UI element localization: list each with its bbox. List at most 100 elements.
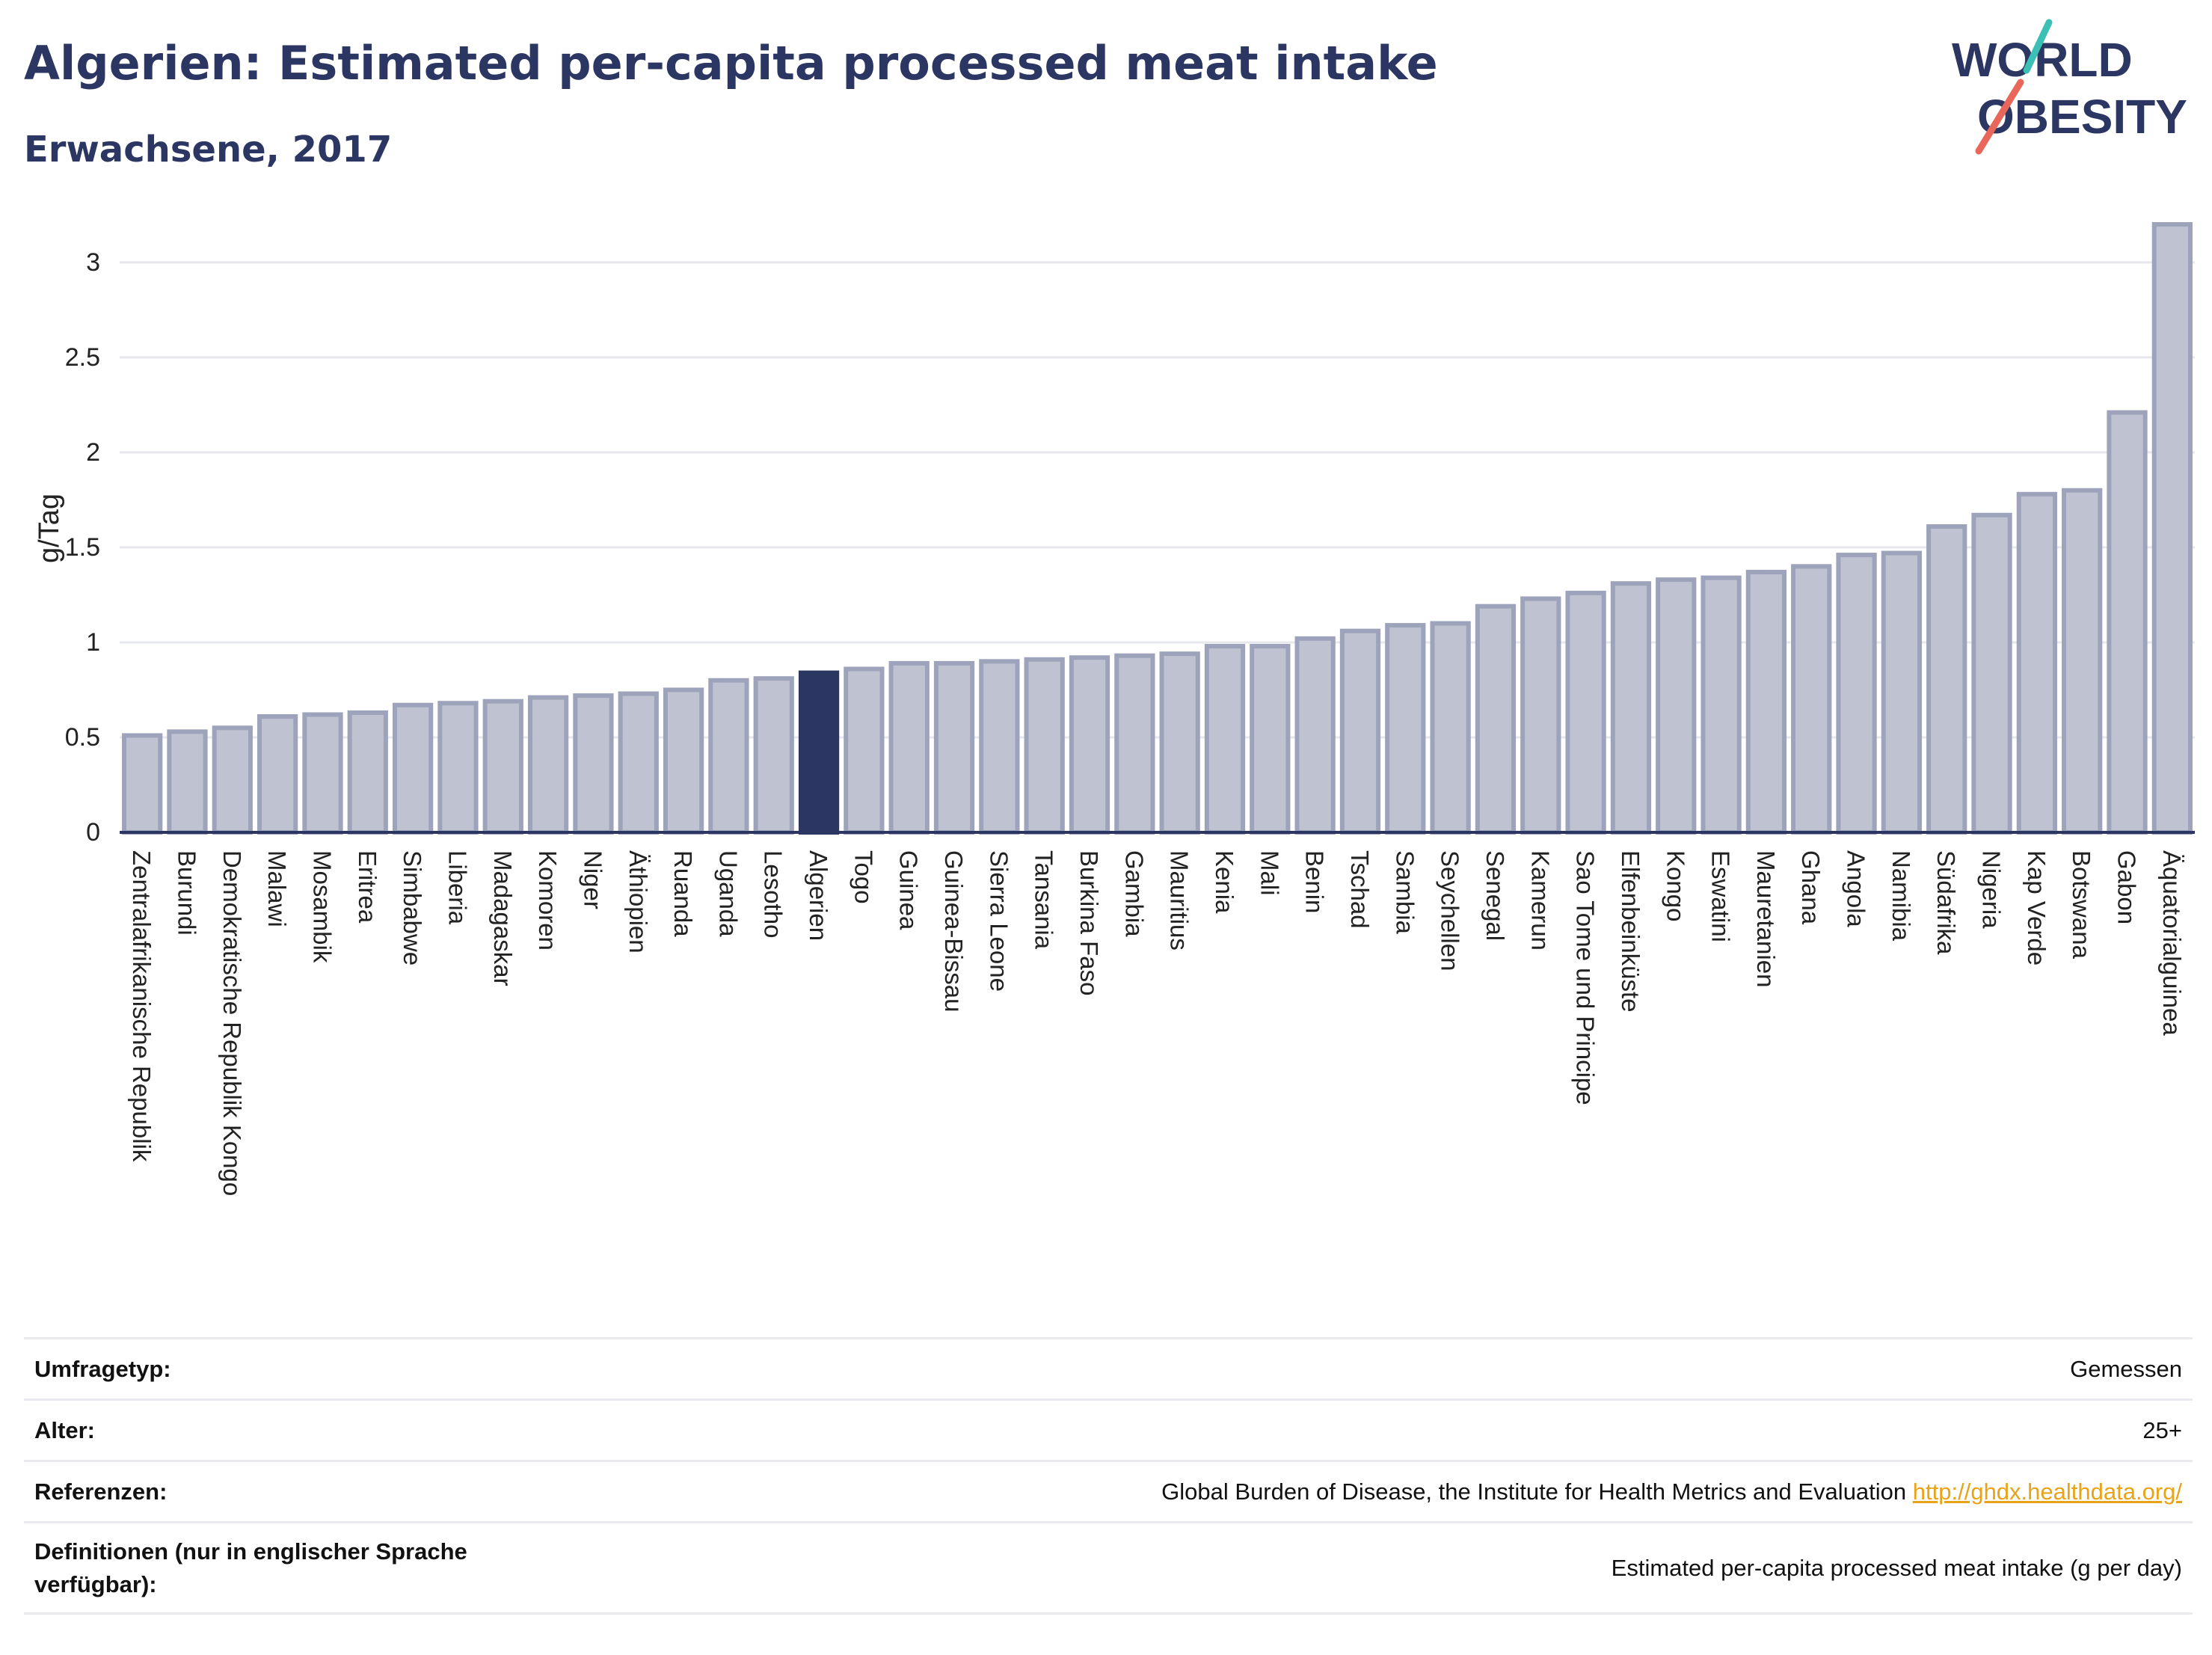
x-tick-label: Burkina Faso bbox=[1075, 850, 1103, 995]
y-tick-label: 1 bbox=[86, 628, 100, 657]
x-tick-label: Namibia bbox=[1887, 850, 1915, 942]
references-link[interactable]: http://ghdx.healthdata.org/ bbox=[1912, 1478, 2182, 1505]
x-tick-label: Komoren bbox=[534, 850, 562, 951]
x-tick-label: Elfenbeinküste bbox=[1617, 850, 1644, 1012]
references-value: Global Burden of Disease, the Institute … bbox=[1161, 1479, 2182, 1505]
bar bbox=[302, 712, 343, 835]
age-value: 25+ bbox=[2142, 1416, 2182, 1443]
x-tick-label: Togo bbox=[850, 850, 877, 904]
bar bbox=[1204, 644, 1246, 835]
bar bbox=[2062, 488, 2103, 835]
x-tick-label: Senegal bbox=[1481, 850, 1509, 941]
references-label: Referenzen: bbox=[34, 1478, 168, 1505]
x-tick-label: Tansania bbox=[1030, 850, 1058, 950]
logo-graphic: WORLD OBESITY bbox=[1952, 19, 2187, 155]
logo-slash-bottom bbox=[1975, 79, 2024, 155]
x-tick-label: Demokratische Republik Kongo bbox=[218, 850, 246, 1196]
world-obesity-logo[interactable]: WORLD OBESITY bbox=[1952, 19, 2199, 157]
bar bbox=[527, 695, 569, 835]
bar bbox=[2107, 410, 2148, 835]
x-tick-label: Äthiopien bbox=[624, 850, 652, 954]
bar bbox=[1114, 653, 1155, 835]
bar bbox=[167, 729, 208, 835]
bar bbox=[1069, 655, 1110, 835]
bar bbox=[1294, 636, 1336, 835]
bar bbox=[1971, 512, 2012, 835]
x-tick-label: Uganda bbox=[714, 850, 742, 937]
x-tick-label: Sao Tome und Principe bbox=[1572, 850, 1600, 1105]
y-tick-label: 3 bbox=[86, 248, 100, 277]
bar bbox=[1701, 575, 1742, 835]
x-tick-label: Algerien bbox=[805, 850, 832, 941]
x-tick-label: Ghana bbox=[1797, 850, 1825, 925]
y-tick-label: 2 bbox=[86, 438, 100, 467]
x-tick-label: Gambia bbox=[1120, 850, 1148, 937]
chart-subtitle: Erwachsene, 2017 bbox=[24, 129, 393, 171]
x-tick-label: Niger bbox=[579, 850, 606, 909]
bar bbox=[1745, 569, 1787, 835]
bar bbox=[347, 710, 388, 835]
bar bbox=[1250, 644, 1291, 835]
x-tick-label: Sierra Leone bbox=[985, 850, 1013, 992]
bar bbox=[1791, 564, 1832, 835]
x-tick-label: Kongo bbox=[1662, 850, 1689, 921]
references-text: Global Burden of Disease, the Institute … bbox=[1161, 1478, 1907, 1505]
x-tick-label: Kamerun bbox=[1526, 850, 1554, 951]
y-axis-title: g/Tag bbox=[34, 494, 65, 563]
x-tick-label: Sambia bbox=[1391, 850, 1419, 935]
info-table: Umfragetyp: Gemessen Alter: 25+ Referenz… bbox=[24, 1337, 2193, 1615]
logo-slash-top bbox=[2023, 19, 2053, 74]
bar bbox=[1656, 577, 1697, 835]
bar bbox=[122, 733, 163, 835]
x-tick-label: Mauritius bbox=[1166, 850, 1193, 951]
x-tick-label: Guinea-Bissau bbox=[940, 850, 968, 1012]
y-tick-label: 2.5 bbox=[65, 343, 100, 372]
bar bbox=[1881, 550, 1923, 835]
bar bbox=[1385, 623, 1426, 835]
bar bbox=[212, 725, 253, 835]
bar bbox=[392, 702, 434, 835]
definitions-value: Estimated per-capita processed meat inta… bbox=[1611, 1554, 2182, 1581]
bar bbox=[1430, 621, 1471, 835]
info-row-survey-type: Umfragetyp: Gemessen bbox=[24, 1339, 2193, 1401]
bar bbox=[437, 701, 479, 835]
x-tick-label: Eritrea bbox=[354, 850, 381, 924]
x-tick-label: Lesotho bbox=[760, 850, 787, 938]
definitions-label: Definitionen (nur in englischer Sprache … bbox=[34, 1538, 467, 1597]
x-tick-label: Seychellen bbox=[1437, 850, 1464, 971]
bar bbox=[708, 678, 749, 835]
x-tick-label: Kap Verde bbox=[2023, 850, 2050, 965]
x-tick-label: Eswatini bbox=[1707, 850, 1735, 942]
bar bbox=[618, 691, 659, 835]
bar bbox=[933, 660, 975, 835]
x-tick-label: Guinea bbox=[895, 850, 923, 930]
x-tick-label: Angola bbox=[1843, 850, 1870, 927]
x-tick-label: Zentralafrikanische Republik bbox=[128, 850, 156, 1162]
x-tick-label: Kenia bbox=[1211, 850, 1238, 914]
info-row-definitions: Definitionen (nur in englischer Sprache … bbox=[24, 1523, 2193, 1615]
bar bbox=[1475, 604, 1517, 835]
x-tick-label: Äquatorialguinea bbox=[2158, 850, 2186, 1036]
info-row-references: Referenzen: Global Burden of Disease, th… bbox=[24, 1462, 2193, 1523]
bar bbox=[1565, 590, 1606, 835]
x-tick-label: Nigeria bbox=[1978, 850, 2006, 929]
x-tick-label: Mali bbox=[1256, 850, 1283, 896]
x-tick-label: Tschad bbox=[1346, 850, 1374, 929]
x-tick-label: Benin bbox=[1301, 850, 1329, 913]
bar bbox=[663, 687, 704, 835]
bar-highlight bbox=[798, 670, 840, 835]
x-tick-label: Mauretanien bbox=[1752, 850, 1780, 987]
x-tick-label: Liberia bbox=[443, 850, 471, 925]
x-tick-label: Madagaskar bbox=[489, 850, 517, 986]
bar bbox=[573, 693, 614, 835]
x-tick-label: Burundi bbox=[173, 850, 200, 936]
bar bbox=[1339, 628, 1381, 835]
x-tick-label: Ruanda bbox=[669, 850, 697, 937]
y-tick-label: 0 bbox=[86, 818, 100, 847]
bar-chart: 0 0.5 1 1.5 2 2.5 3 g/Tag Zentralafrikanische Re… bbox=[34, 222, 2195, 1196]
bar bbox=[257, 714, 298, 835]
bar bbox=[1926, 523, 1967, 835]
bar bbox=[888, 660, 930, 835]
bar bbox=[482, 698, 523, 835]
y-tick-label: 0.5 bbox=[65, 723, 100, 752]
